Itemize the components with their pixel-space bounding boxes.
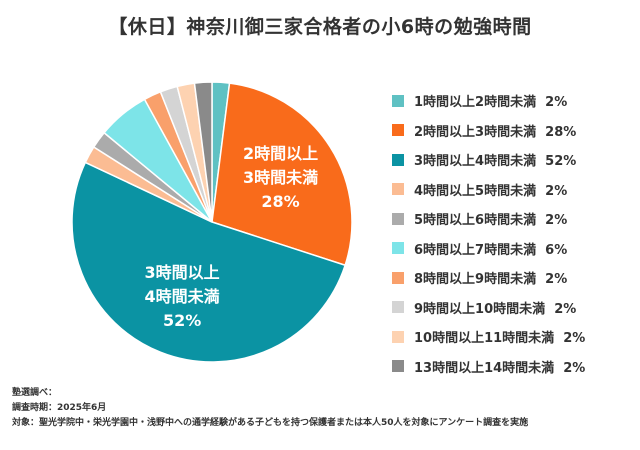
slice-data-label: 4時間未満: [145, 287, 220, 306]
pie-slice: [71, 161, 347, 363]
slice-data-label: 2時間以上: [243, 144, 318, 163]
pie-slice: [211, 82, 353, 267]
legend-swatch: [392, 124, 404, 137]
legend-label: 8時間以上9時間未満 2%: [414, 272, 568, 288]
legend-item: 10時間以上11時間未満 2%: [392, 322, 637, 352]
legend-label: 3時間以上4時間未満 52%: [414, 154, 577, 170]
legend-item: 9時間以上10時間未満 2%: [392, 293, 637, 323]
legend-label: 6時間以上7時間未満 6%: [414, 242, 568, 258]
slice-data-label: 3時間以上: [145, 263, 220, 282]
legend-item: 13時間以上14時間未満 2%: [392, 352, 637, 382]
legend-label: 4時間以上5時間未満 2%: [414, 183, 568, 199]
legend-swatch: [392, 330, 404, 343]
legend-label: 1時間以上2時間未満 2%: [414, 95, 568, 111]
legend-label: 10時間以上11時間未満 2%: [414, 331, 586, 347]
pie-slice: [193, 81, 213, 223]
chart-title: 【休日】神奈川御三家合格者の小6時の勉強時間: [108, 16, 532, 38]
legend-swatch: [392, 271, 404, 284]
legend-label: 5時間以上6時間未満 2%: [414, 213, 568, 229]
legend-swatch: [392, 242, 404, 255]
footer-notes: 塾選調べ： 調査時期：2025年6月 対象：聖光学院中・栄光学園中・浅野中への通…: [12, 386, 528, 431]
legend-swatch: [392, 212, 404, 225]
legend-item: 3時間以上4時間未満 52%: [392, 145, 637, 175]
legend-swatch: [392, 153, 404, 166]
footer-period: 調査時期：2025年6月: [12, 403, 107, 413]
legend-swatch: [392, 301, 404, 314]
legend-swatch: [392, 94, 404, 107]
legend-label: 13時間以上14時間未満 2%: [414, 360, 586, 376]
legend-item: 8時間以上9時間未満 2%: [392, 263, 637, 293]
legend-item: 2時間以上3時間未満 28%: [392, 116, 637, 146]
chart-legend: 1時間以上2時間未満 2% 2時間以上3時間未満 28% 3時間以上4時間未満 52…: [392, 86, 637, 381]
footer-target: 対象：聖光学院中・栄光学園中・浅野中への通学経験がある子どもを持つ保護者または本…: [12, 418, 529, 428]
legend-swatch: [392, 360, 404, 373]
legend-swatch: [392, 183, 404, 196]
slice-data-label: 52%: [163, 311, 201, 330]
legend-label: 2時間以上3時間未満 28%: [414, 124, 577, 140]
legend-item: 1時間以上2時間未満 2%: [392, 86, 637, 116]
legend-item: 6時間以上7時間未満 6%: [392, 234, 637, 264]
slice-data-label: 3時間未満: [243, 168, 318, 187]
legend-label: 9時間以上10時間未満 2%: [414, 301, 577, 317]
legend-item: 5時間以上6時間未満 2%: [392, 204, 637, 234]
slice-data-label: 28%: [261, 192, 299, 211]
footer-source: 塾選調べ：: [12, 388, 58, 398]
legend-item: 4時間以上5時間未満 2%: [392, 175, 637, 205]
